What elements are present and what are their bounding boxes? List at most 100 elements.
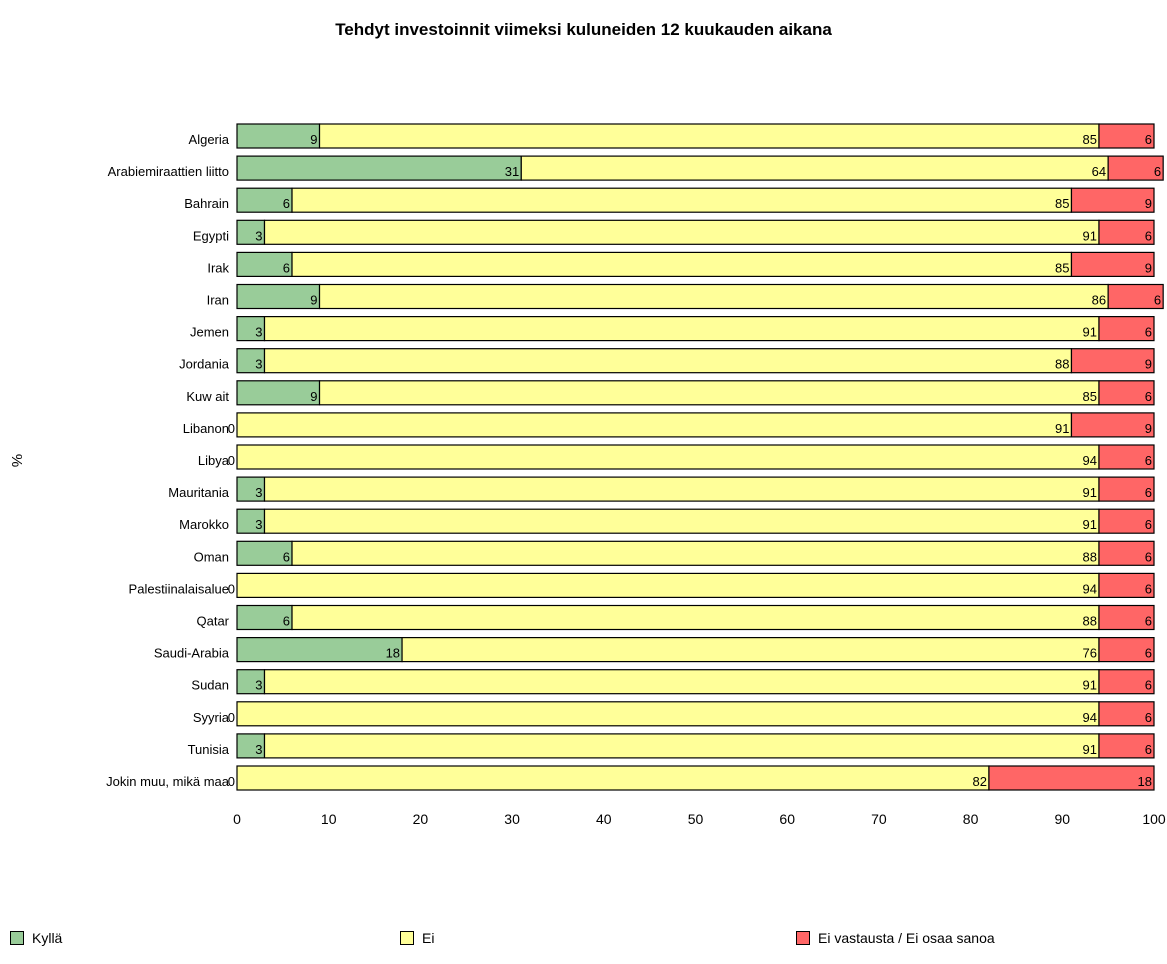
bar-palestiinalaisalue-ei xyxy=(236,572,1100,599)
bar-kuw-ait-ei xyxy=(318,380,1100,406)
bar-oman-kylla xyxy=(236,540,293,566)
data-label-iran-ei: 86 xyxy=(1092,293,1106,308)
data-label-kuw-ait-ei: 85 xyxy=(1083,389,1097,404)
category-label-arabiemiraattien-liitto: Arabiemiraattien liitto xyxy=(108,164,229,179)
data-label-kuw-ait-ei-vastausta-ei-osaa-sanoa: 6 xyxy=(1145,389,1152,404)
bar-tunisia-ei-vastausta-ei-osaa-sanoa xyxy=(1098,733,1155,759)
data-label-jemen-ei-vastausta-ei-osaa-sanoa: 6 xyxy=(1145,325,1152,340)
data-label-syyria-kylla: 0 xyxy=(228,710,235,725)
category-label-libya: Libya xyxy=(198,453,230,468)
data-label-libanon-kylla: 0 xyxy=(228,421,235,436)
bar-iran-ei-vastausta-ei-osaa-sanoa xyxy=(1107,283,1164,310)
bar-egypti-ei xyxy=(263,219,1100,245)
data-label-bahrain-ei-vastausta-ei-osaa-sanoa: 9 xyxy=(1145,196,1152,211)
legend-swatch-kylla xyxy=(10,931,24,945)
bar-qatar-ei-vastausta-ei-osaa-sanoa xyxy=(1098,604,1155,631)
x-tick-label-90: 90 xyxy=(1055,811,1071,827)
bar-libya-ei xyxy=(236,444,1100,470)
data-label-bahrain-ei: 85 xyxy=(1055,196,1069,211)
bar-jemen-ei xyxy=(263,316,1100,342)
bar-kuw-ait-kylla xyxy=(236,380,321,406)
data-label-algeria-ei-vastausta-ei-osaa-sanoa: 6 xyxy=(1145,132,1152,147)
category-label-irak: Irak xyxy=(207,260,229,275)
data-label-qatar-kylla: 6 xyxy=(283,614,290,629)
data-label-kuw-ait-kylla: 9 xyxy=(310,389,317,404)
category-label-marokko: Marokko xyxy=(179,517,229,532)
bar-mauritania-kylla xyxy=(236,476,266,502)
category-label-kuw-ait: Kuw ait xyxy=(186,389,229,404)
data-label-irak-ei-vastausta-ei-osaa-sanoa: 9 xyxy=(1145,260,1152,275)
data-label-mauritania-kylla: 3 xyxy=(255,485,262,500)
bar-marokko-ei-vastausta-ei-osaa-sanoa xyxy=(1098,508,1155,534)
data-label-arabiemiraattien-liitto-kylla: 31 xyxy=(505,164,519,179)
data-label-tunisia-kylla: 3 xyxy=(255,742,262,757)
bar-tunisia-ei xyxy=(263,733,1100,759)
bar-saudi-arabia-ei xyxy=(401,636,1100,663)
bar-jokin-muu-mika-maa-ei-vastausta-ei-osaa-sanoa xyxy=(988,765,1155,791)
data-label-qatar-ei-vastausta-ei-osaa-sanoa: 6 xyxy=(1145,614,1152,629)
category-label-qatar: Qatar xyxy=(196,614,229,629)
bar-arabiemiraattien-liitto-ei-vastausta-ei-osaa-sanoa xyxy=(1107,155,1164,181)
data-label-irak-ei: 85 xyxy=(1055,260,1069,275)
category-label-palestiinalaisalue: Palestiinalaisalue xyxy=(129,581,229,596)
bar-bahrain-ei xyxy=(291,187,1073,213)
bar-palestiinalaisalue-ei-vastausta-ei-osaa-sanoa xyxy=(1098,572,1155,599)
category-label-jordania: Jordania xyxy=(179,357,230,372)
chart-title: Tehdyt investoinnit viimeksi kuluneiden … xyxy=(335,20,832,39)
category-label-bahrain: Bahrain xyxy=(184,196,229,211)
bar-libanon-ei xyxy=(236,412,1073,438)
legend-label-kylla: Kyllä xyxy=(32,930,63,946)
bar-libanon-ei-vastausta-ei-osaa-sanoa xyxy=(1070,412,1155,438)
x-tick-label-50: 50 xyxy=(688,811,704,827)
data-label-jordania-ei-vastausta-ei-osaa-sanoa: 9 xyxy=(1145,357,1152,372)
data-label-saudi-arabia-kylla: 18 xyxy=(386,646,400,661)
data-label-syyria-ei-vastausta-ei-osaa-sanoa: 6 xyxy=(1145,710,1152,725)
data-label-jordania-ei: 88 xyxy=(1055,357,1069,372)
bar-marokko-kylla xyxy=(236,508,266,534)
data-label-palestiinalaisalue-ei-vastausta-ei-osaa-sanoa: 6 xyxy=(1145,581,1152,596)
data-label-egypti-ei: 91 xyxy=(1083,228,1097,243)
legend-item-kylla: Kyllä xyxy=(10,930,62,946)
data-label-libanon-ei: 91 xyxy=(1055,421,1069,436)
data-label-oman-ei-vastausta-ei-osaa-sanoa: 6 xyxy=(1145,549,1152,564)
data-label-mauritania-ei: 91 xyxy=(1083,485,1097,500)
category-label-mauritania: Mauritania xyxy=(168,485,229,500)
legend-label-ei: Ei xyxy=(422,930,435,946)
category-label-jokin-muu-mika-maa: Jokin muu, mikä maa xyxy=(106,774,230,789)
data-label-jordania-kylla: 3 xyxy=(255,357,262,372)
category-label-syyria: Syyria xyxy=(193,710,230,725)
category-label-oman: Oman xyxy=(194,549,229,564)
data-label-jemen-kylla: 3 xyxy=(255,325,262,340)
data-label-algeria-kylla: 9 xyxy=(310,132,317,147)
bar-jemen-ei-vastausta-ei-osaa-sanoa xyxy=(1098,316,1155,342)
bar-syyria-ei xyxy=(236,701,1100,727)
data-label-syyria-ei: 94 xyxy=(1083,710,1097,725)
x-tick-label-40: 40 xyxy=(596,811,612,827)
category-label-algeria: Algeria xyxy=(189,132,230,147)
data-label-saudi-arabia-ei: 76 xyxy=(1083,646,1097,661)
bar-jordania-ei xyxy=(263,348,1073,374)
legend-item-ei: Ei xyxy=(400,930,434,946)
legend-item-ei-vastausta: Ei vastausta / Ei osaa sanoa xyxy=(796,930,995,946)
x-tick-label-70: 70 xyxy=(871,811,887,827)
data-label-sudan-kylla: 3 xyxy=(255,678,262,693)
bar-algeria-ei-vastausta-ei-osaa-sanoa xyxy=(1098,123,1155,149)
bar-irak-ei xyxy=(291,251,1073,277)
data-label-tunisia-ei: 91 xyxy=(1083,742,1097,757)
x-tick-label-80: 80 xyxy=(963,811,979,827)
x-tick-label-100: 100 xyxy=(1142,811,1166,827)
bar-saudi-arabia-ei-vastausta-ei-osaa-sanoa xyxy=(1098,636,1155,663)
data-label-bahrain-kylla: 6 xyxy=(283,196,290,211)
stacked-bar-chart: 9 85 6 Algeria 31 64 6 Arabiemiraattien liitto 6… xyxy=(106,123,1166,827)
data-label-irak-kylla: 6 xyxy=(283,260,290,275)
data-label-marokko-ei: 91 xyxy=(1083,517,1097,532)
category-label-jemen: Jemen xyxy=(190,325,229,340)
legend-swatch-ei-vastausta xyxy=(796,931,810,945)
category-label-libanon: Libanon xyxy=(183,421,229,436)
bar-algeria-kylla xyxy=(236,123,321,149)
bar-mauritania-ei-vastausta-ei-osaa-sanoa xyxy=(1098,476,1155,502)
bar-libya-ei-vastausta-ei-osaa-sanoa xyxy=(1098,444,1155,470)
category-label-egypti: Egypti xyxy=(193,228,229,243)
bar-arabiemiraattien-liitto-kylla xyxy=(236,155,522,181)
x-tick-label-10: 10 xyxy=(321,811,337,827)
